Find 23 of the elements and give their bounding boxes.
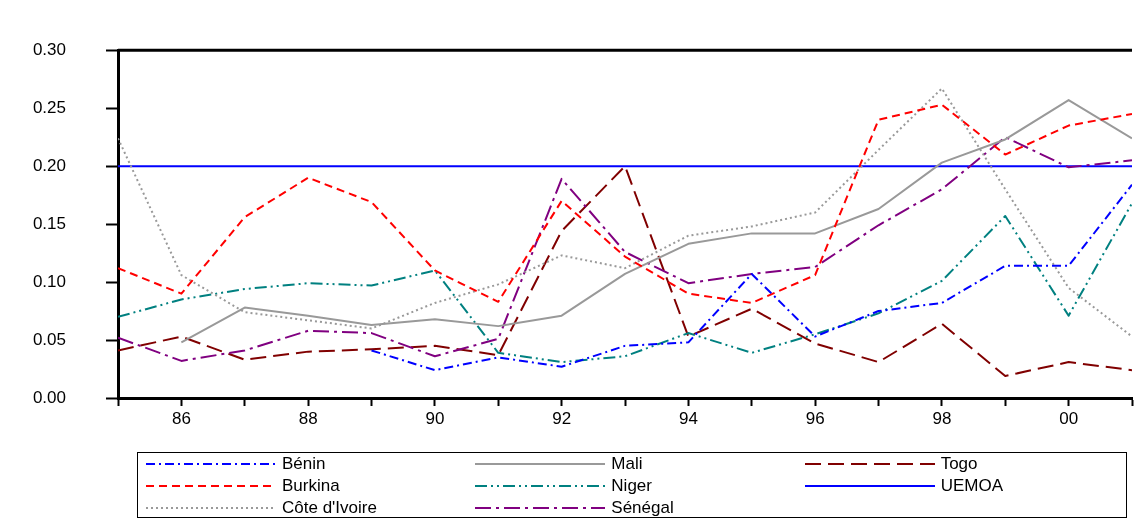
x-tick-label: 88 — [298, 408, 318, 428]
x-tick-label: 94 — [678, 408, 698, 428]
legend-label: Côte d'Ivoire — [282, 498, 377, 518]
legend-label: Bénin — [282, 454, 326, 474]
x-tick-label: 90 — [425, 408, 445, 428]
legend-label: Sénégal — [611, 498, 674, 518]
legend-label: UEMOA — [940, 476, 1003, 496]
legend-label: Burkina — [282, 476, 340, 496]
x-tick-label: 00 — [1059, 408, 1079, 428]
y-tick-label: 0.00 — [32, 387, 66, 407]
x-tick-label: 98 — [932, 408, 952, 428]
y-tick-label: 0.30 — [32, 39, 66, 59]
legend-label: Togo — [940, 454, 978, 474]
legend-label: Niger — [611, 476, 652, 496]
legend-label: Mali — [611, 454, 643, 474]
y-tick-label: 0.10 — [32, 271, 66, 291]
x-tick-label: 96 — [805, 408, 825, 428]
y-tick-label: 0.20 — [32, 155, 66, 175]
x-tick-label: 92 — [552, 408, 572, 428]
x-tick-label: 86 — [171, 408, 191, 428]
y-tick-label: 0.05 — [32, 329, 66, 349]
y-tick-label: 0.15 — [32, 213, 66, 233]
y-tick-label: 0.25 — [32, 97, 66, 117]
